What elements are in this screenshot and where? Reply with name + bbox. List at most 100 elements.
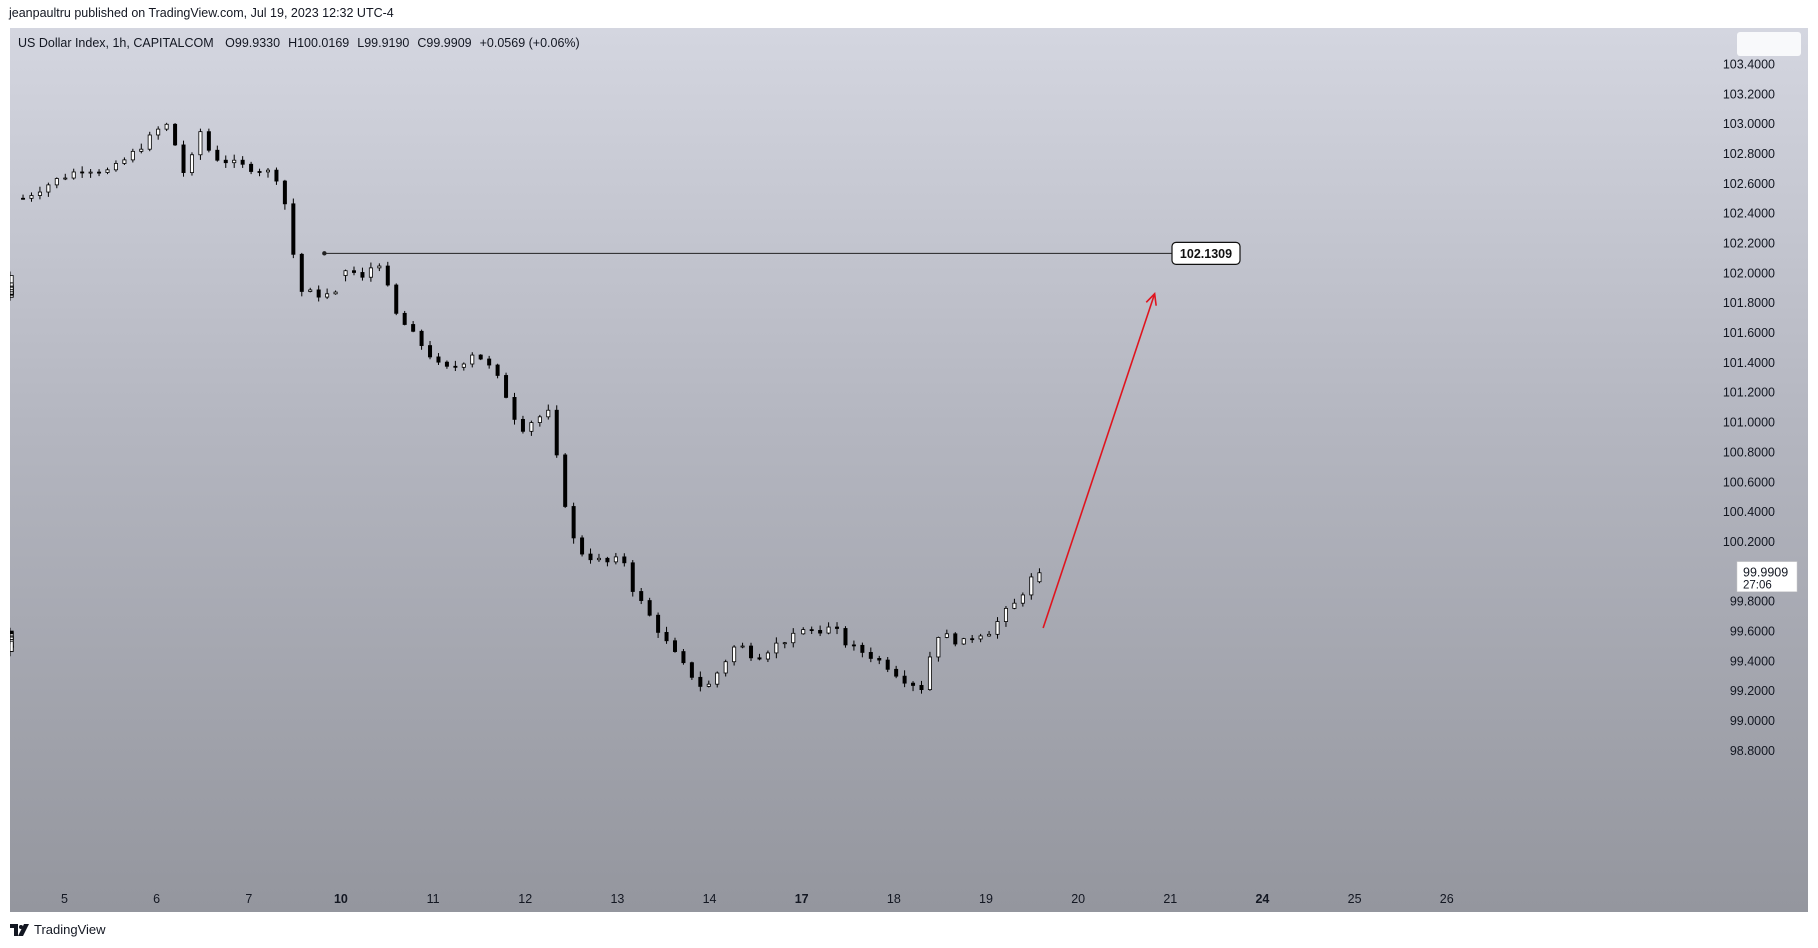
candle-body: [563, 454, 568, 507]
y-tick-label: 103.2000: [1723, 87, 1775, 101]
candle-body: [927, 656, 932, 690]
candle-body: [944, 633, 949, 638]
legend-low: L99.9190: [357, 36, 410, 50]
candle-body: [605, 557, 610, 563]
candle-body: [672, 640, 677, 652]
candle-body: [911, 682, 916, 686]
arrow-shaft: [1042, 293, 1156, 629]
candle-body: [970, 638, 975, 641]
x-tick-label: 7: [245, 892, 252, 906]
candle-body: [529, 422, 534, 432]
candle-body: [571, 506, 576, 539]
candle-body: [122, 159, 127, 164]
y-tick-label: 99.8000: [1730, 595, 1775, 609]
drawing-layer: 102.1309: [322, 241, 1241, 629]
candle-body: [765, 652, 770, 660]
candle-body: [360, 272, 365, 278]
price-chart[interactable]: 102.1309 103.4000 103.2000 103.0000 102.800…: [10, 28, 1808, 912]
candle-body: [978, 635, 983, 640]
chart-area[interactable]: 102.1309 103.4000 103.2000 103.0000 102.800…: [10, 28, 1808, 912]
candle-body: [902, 675, 907, 684]
y-tick-label: 99.0000: [1730, 714, 1775, 728]
y-tick-label: 101.6000: [1723, 326, 1775, 340]
y-tick-label: 99.2000: [1730, 684, 1775, 698]
candle-body: [868, 652, 873, 659]
y-tick-label: 99.4000: [1730, 654, 1775, 668]
x-tick-label: 18: [887, 892, 901, 906]
candle-body: [385, 265, 390, 286]
candle-body: [368, 267, 373, 278]
price-label-countdown: 27:06: [1743, 580, 1772, 592]
candle-body: [749, 645, 754, 659]
candle-body: [774, 642, 779, 654]
y-tick-label: 101.2000: [1723, 386, 1775, 400]
candle-body: [29, 195, 34, 199]
y-tick-label: 101.0000: [1723, 416, 1775, 430]
candle-body: [894, 668, 899, 677]
candle-body: [664, 631, 669, 642]
candle-body: [622, 556, 627, 564]
y-tick-label: 102.0000: [1723, 266, 1775, 280]
candle-body: [698, 676, 703, 687]
candle-body: [156, 128, 161, 136]
legend-symbol: US Dollar Index, 1h, CAPITALCOM: [18, 36, 214, 50]
tradingview-logo[interactable]: TradingView: [10, 922, 106, 937]
candle-body: [147, 134, 152, 150]
candle-body: [554, 409, 559, 456]
candle-body: [647, 600, 652, 616]
candle-body: [352, 270, 357, 273]
candle-body: [596, 557, 601, 561]
candle-body: [757, 657, 762, 660]
candle-body: [54, 178, 59, 186]
settings-box[interactable]: [1737, 32, 1801, 56]
candle-body: [113, 163, 118, 171]
candle-body: [537, 416, 542, 423]
candle-body: [282, 180, 287, 205]
y-tick-label: 102.6000: [1723, 177, 1775, 191]
candle-body: [504, 375, 509, 398]
candle-body: [164, 123, 169, 130]
x-tick-label: 6: [153, 892, 160, 906]
candle-body: [470, 354, 475, 365]
y-tick-label: 100.4000: [1723, 505, 1775, 519]
y-tick-label: 101.8000: [1723, 296, 1775, 310]
candle-body: [325, 293, 330, 298]
candle-body: [37, 191, 42, 196]
publisher-line: jeanpaultru published on TradingView.com…: [9, 6, 394, 20]
candle-body: [495, 364, 500, 376]
candle-body: [181, 144, 186, 173]
candle-body: [953, 633, 958, 645]
candle-body: [10, 630, 14, 635]
x-tick-label: 19: [979, 892, 993, 906]
candle-body: [308, 289, 313, 292]
candle-body: [88, 171, 93, 174]
candle-body: [740, 645, 745, 648]
candle-body: [681, 651, 686, 664]
candle-body: [818, 630, 823, 634]
x-tick-label: 25: [1348, 892, 1362, 906]
candle-body: [826, 626, 831, 634]
candle-body: [546, 409, 551, 418]
candle-body: [130, 150, 135, 161]
candle-body: [512, 397, 517, 420]
candle-body: [715, 672, 720, 685]
candle-body: [139, 148, 144, 152]
candle-body: [343, 270, 348, 276]
symbol-legend: US Dollar Index, 1h, CAPITALCOM O99.9330…: [18, 36, 588, 50]
candle-body: [706, 683, 711, 687]
candle-body: [402, 312, 407, 325]
candle-body: [274, 169, 279, 182]
candle-body: [436, 356, 441, 363]
y-tick-label: 103.4000: [1723, 58, 1775, 72]
candle-body: [21, 197, 26, 200]
candle-body: [411, 324, 416, 332]
candle-body: [782, 642, 787, 645]
x-tick-label: 12: [518, 892, 532, 906]
candle-body: [588, 553, 593, 561]
x-tick-label: 20: [1071, 892, 1085, 906]
candle-body: [1003, 607, 1008, 622]
legend-close: C99.9909: [417, 36, 472, 50]
legend-open: O99.9330: [225, 36, 281, 50]
y-tick-label: 102.4000: [1723, 207, 1775, 221]
ray-label: 102.1309: [1180, 247, 1232, 261]
